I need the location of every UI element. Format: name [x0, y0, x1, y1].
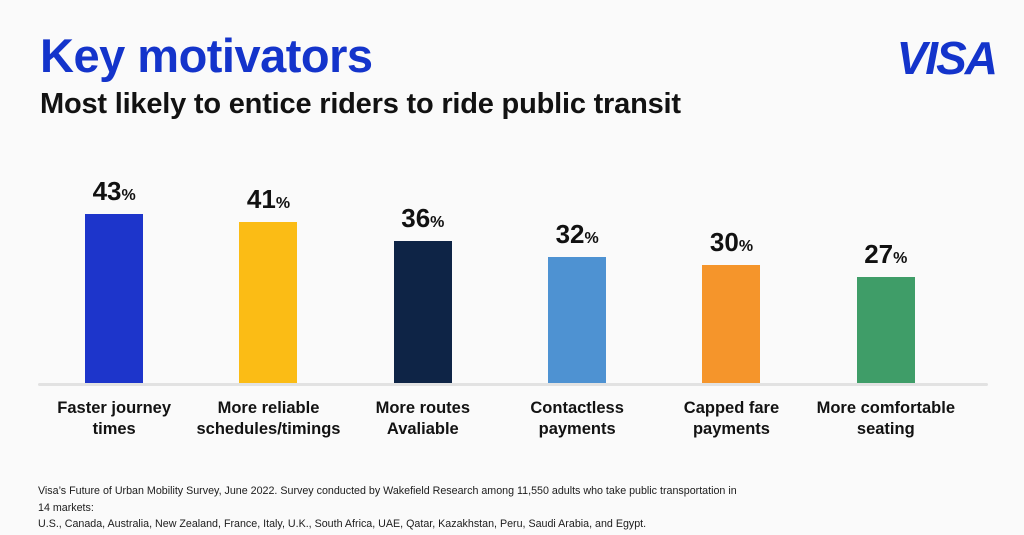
- bar: [239, 222, 298, 384]
- page-title: Key motivators: [40, 29, 373, 82]
- bar-value-label: 36%: [401, 203, 445, 233]
- bar-value-label: 43%: [92, 176, 136, 206]
- bar-value-label: 32%: [555, 219, 599, 249]
- bar-column: 43%: [37, 176, 191, 384]
- bar-column: 27%: [809, 239, 963, 384]
- chart-baseline: [38, 383, 988, 386]
- category-label: Faster journey times: [57, 399, 172, 439]
- bar: [85, 214, 144, 384]
- bar-column: 30%: [654, 227, 808, 384]
- bar-column: 36%: [346, 203, 500, 384]
- bar: [856, 277, 915, 384]
- page-subtitle: Most likely to entice riders to ride pub…: [40, 88, 681, 120]
- bar-column: 41%: [191, 184, 345, 384]
- category-label: Capped fare payments: [683, 399, 780, 439]
- source-footnote: Visa’s Future of Urban Mobility Survey, …: [38, 485, 737, 531]
- bars-row: 43% 41% 36% 32% 30% 27%: [37, 0, 963, 384]
- bar-value-label: 30%: [709, 227, 754, 257]
- category-label: More reliable schedules/timings: [196, 399, 341, 439]
- category-labels-row: Faster journey times More reliable schedule…: [37, 398, 963, 440]
- bar-column: 32%: [500, 219, 654, 384]
- category-label: Contactless payments: [530, 399, 624, 439]
- bar: [393, 241, 452, 384]
- bar: [548, 257, 607, 384]
- bar: [702, 265, 761, 384]
- bar-value-label: 41%: [246, 184, 291, 214]
- category-label: More routes Avaliable: [375, 399, 471, 439]
- bar-value-label: 27%: [864, 239, 908, 269]
- visa-logo: VISA: [896, 32, 998, 84]
- category-label: More comfortable seating: [816, 399, 956, 439]
